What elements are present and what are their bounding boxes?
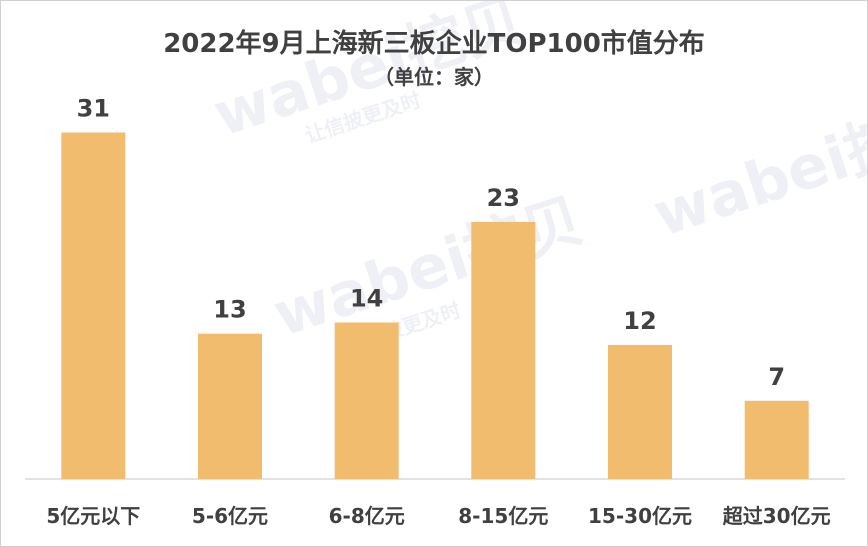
bar-value-label-4: 12 [623,307,656,335]
x-tick-label-2: 6-8亿元 [329,504,405,528]
chart-subtitle: （单位：家） [374,65,494,89]
bar-5 [744,400,809,479]
x-tick-label-5: 超过30亿元 [722,504,831,528]
bar-0 [61,132,126,479]
bar-4 [608,344,672,479]
x-tick-label-3: 8-15亿元 [458,504,548,528]
x-tick-label-1: 5-6亿元 [192,504,268,528]
bar-2 [334,322,399,479]
bar-value-label-0: 31 [77,95,110,123]
x-tick-label-0: 5亿元以下 [46,504,140,528]
x-tick-label-4: 15-30亿元 [588,504,692,528]
bar-1 [198,333,262,479]
bar-3 [471,221,536,479]
bar-value-label-5: 7 [768,363,785,391]
chart-title: 2022年9月上海新三板企业TOP100市值分布 [163,29,705,59]
bar-value-label-3: 23 [487,184,520,212]
bar-value-label-2: 14 [350,285,383,313]
bar-value-label-1: 13 [213,296,246,324]
